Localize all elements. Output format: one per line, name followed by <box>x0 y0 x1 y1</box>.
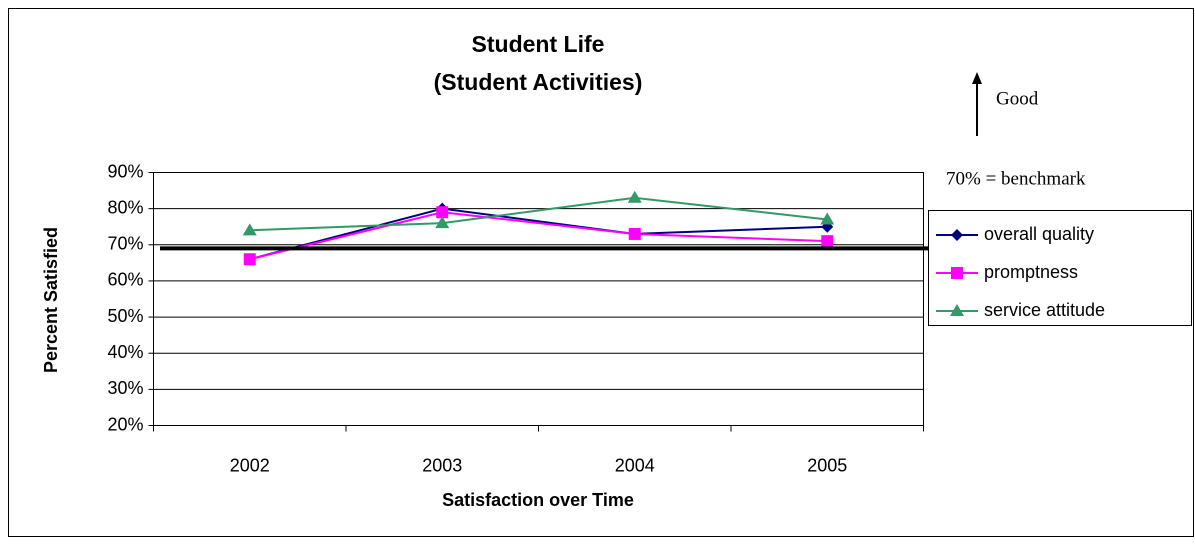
marker <box>242 223 257 236</box>
marker <box>627 190 642 203</box>
series-line <box>249 211 828 261</box>
x-tick-label: 2005 <box>807 455 847 475</box>
marker <box>821 235 834 248</box>
marker <box>243 253 256 266</box>
marker <box>951 229 963 241</box>
series-line <box>249 196 828 232</box>
annotation: 70% = benchmark <box>946 168 1086 189</box>
chart-title: Student Life <box>472 31 605 57</box>
y-tick-label: 80% <box>107 197 143 217</box>
y-tick-label: 20% <box>107 414 143 434</box>
marker <box>435 216 450 229</box>
y-axis-label: Percent Satisfied <box>41 227 61 373</box>
y-tick-label: 90% <box>107 161 143 181</box>
x-tick-label: 2004 <box>615 455 655 475</box>
marker <box>951 267 963 279</box>
legend <box>928 210 1192 326</box>
legend-label: promptness <box>984 262 1078 282</box>
y-tick-label: 60% <box>107 270 143 290</box>
legend-label: service attitude <box>984 300 1105 320</box>
y-tick-label: 70% <box>107 234 143 254</box>
y-tick-label: 50% <box>107 306 143 326</box>
marker <box>820 212 835 225</box>
plot-area <box>153 172 924 426</box>
legend-label: overall quality <box>984 224 1094 244</box>
marker <box>628 227 641 240</box>
x-tick-label: 2002 <box>230 455 270 475</box>
series-line <box>249 207 828 261</box>
y-tick-label: 30% <box>107 378 143 398</box>
y-tick-label: 40% <box>107 342 143 362</box>
annotation: Good <box>996 88 1039 109</box>
x-tick-label: 2003 <box>422 455 462 475</box>
marker <box>950 304 964 316</box>
arrow-head <box>972 72 982 84</box>
marker <box>436 206 449 219</box>
x-axis-label: Satisfaction over Time <box>442 490 634 510</box>
chart-subtitle: (Student Activities) <box>434 69 643 95</box>
